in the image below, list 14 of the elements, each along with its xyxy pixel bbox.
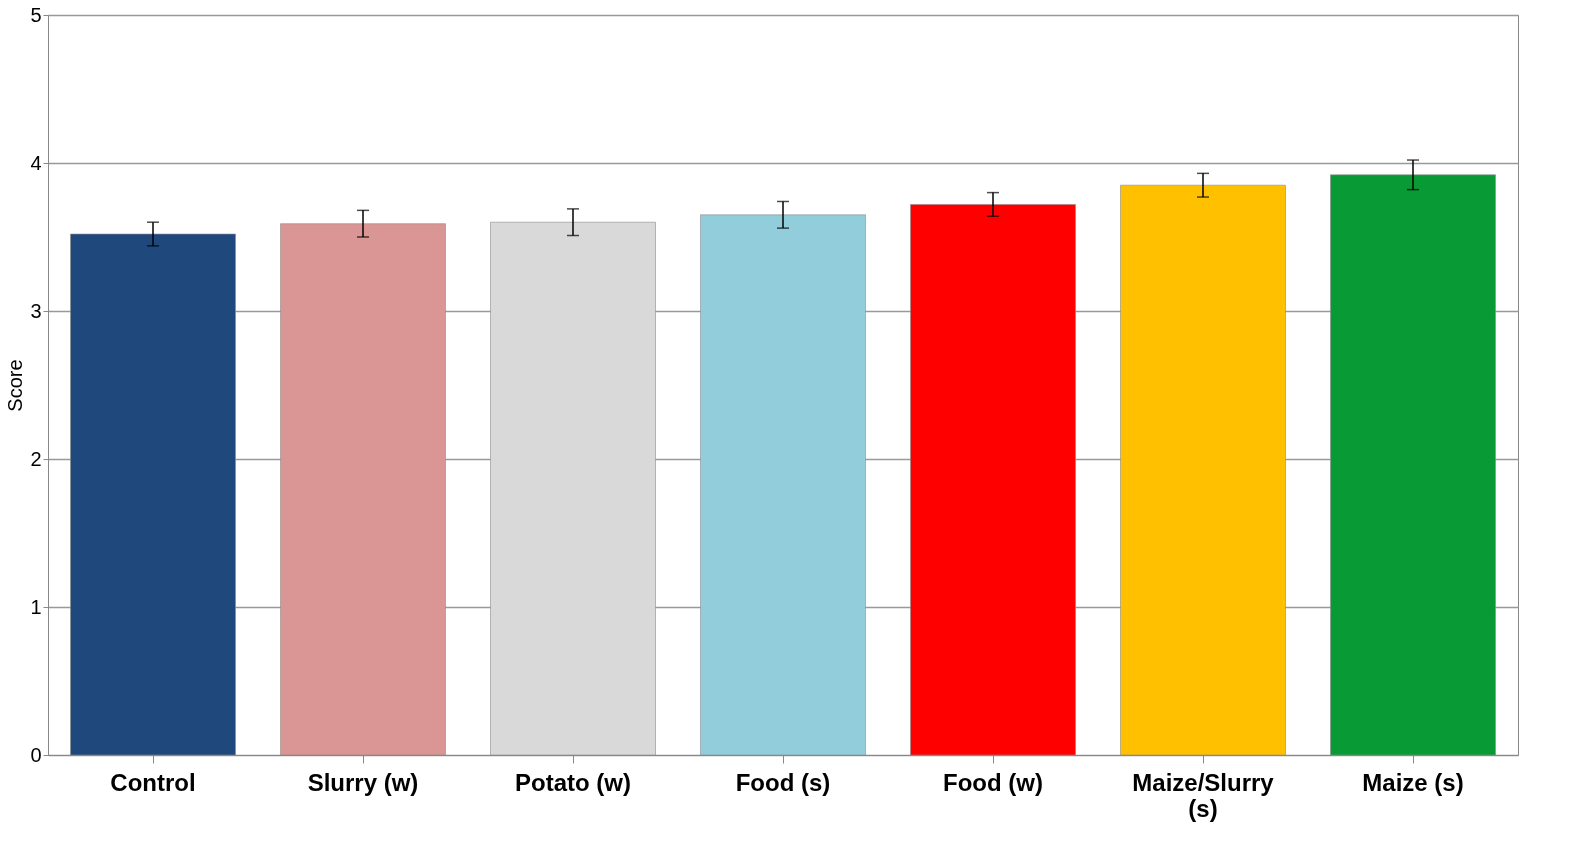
x-tick-label: Control — [110, 768, 196, 796]
x-tick-label: Slurry (w) — [307, 768, 419, 796]
y-tick-label: 3 — [30, 299, 42, 322]
x-tick-label: Potato (w) — [515, 768, 631, 796]
y-tick-label: 2 — [30, 447, 42, 470]
x-tick-label: Food (w) — [943, 768, 1043, 796]
x-tick-label: Maize/Slurry (s) — [1132, 768, 1275, 822]
y-tick-label: 5 — [30, 3, 42, 26]
y-axis-title: Score — [4, 359, 27, 412]
y-tick-label: 1 — [30, 595, 42, 618]
y-tick-label: 4 — [30, 151, 42, 174]
x-tick-label: Maize (s) — [1362, 768, 1464, 796]
x-tick-label: Food (s) — [735, 768, 831, 796]
y-tick-label: 0 — [30, 743, 42, 766]
